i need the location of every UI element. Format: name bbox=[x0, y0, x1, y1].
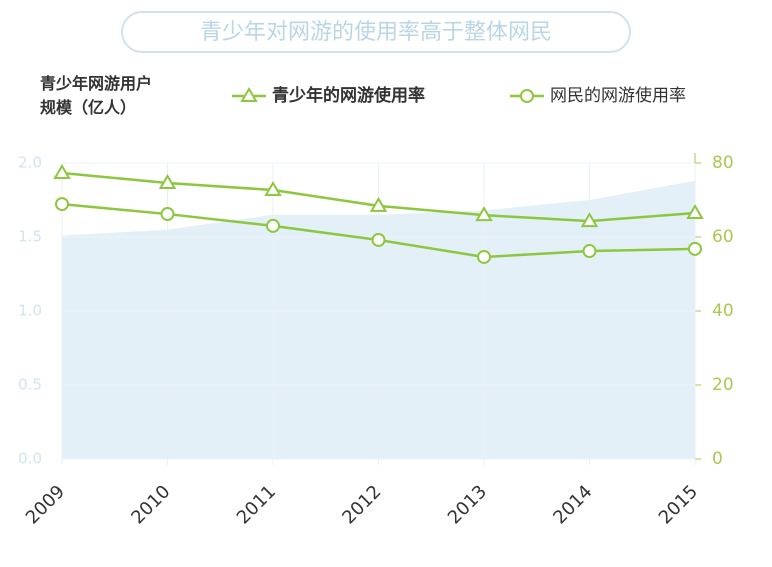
chart-title: 青少年对网游的使用率高于整体网民 bbox=[200, 20, 552, 45]
point bbox=[240, 87, 258, 102]
legend-label: 青少年的网游使用率 bbox=[272, 85, 425, 106]
point bbox=[475, 206, 493, 222]
x-tick-label: 2013 bbox=[444, 481, 491, 528]
point bbox=[266, 218, 280, 233]
x-tick-label: 2015 bbox=[655, 481, 702, 528]
y-tick-label: 0.5 bbox=[18, 376, 42, 394]
point bbox=[580, 212, 599, 228]
point bbox=[520, 89, 534, 103]
y2-tick-label: 0 bbox=[712, 449, 723, 469]
x-tick-label: 2011 bbox=[233, 481, 280, 528]
y-tick-label: 2.0 bbox=[18, 154, 42, 172]
point bbox=[55, 197, 69, 212]
y-tick-label: 0.0 bbox=[18, 450, 42, 468]
y-tick-label: 1.5 bbox=[18, 228, 42, 246]
point bbox=[686, 203, 704, 219]
point bbox=[477, 249, 491, 264]
x-tick-label: 2014 bbox=[549, 481, 596, 528]
legend-label: 网民的网游使用率 bbox=[550, 85, 686, 106]
y-axis-label: 青少年网游用户规模（亿人） bbox=[40, 74, 153, 117]
point bbox=[264, 181, 282, 197]
point bbox=[369, 196, 388, 212]
y-tick-label: 1.0 bbox=[18, 302, 42, 320]
point bbox=[158, 173, 177, 189]
point bbox=[371, 232, 386, 247]
point bbox=[160, 207, 175, 222]
x-tick-label: 2009 bbox=[22, 481, 69, 528]
title-box bbox=[121, 11, 631, 53]
x-tick-label: 2010 bbox=[127, 481, 174, 528]
point bbox=[688, 241, 702, 256]
y2-tick-label: 60 bbox=[712, 227, 734, 247]
y2-tick-label: 20 bbox=[712, 375, 734, 395]
y2-tick-label: 80 bbox=[712, 153, 734, 173]
point bbox=[582, 244, 597, 259]
y2-tick-label: 40 bbox=[712, 301, 734, 321]
x-tick-label: 2012 bbox=[338, 481, 385, 528]
point bbox=[53, 164, 71, 179]
